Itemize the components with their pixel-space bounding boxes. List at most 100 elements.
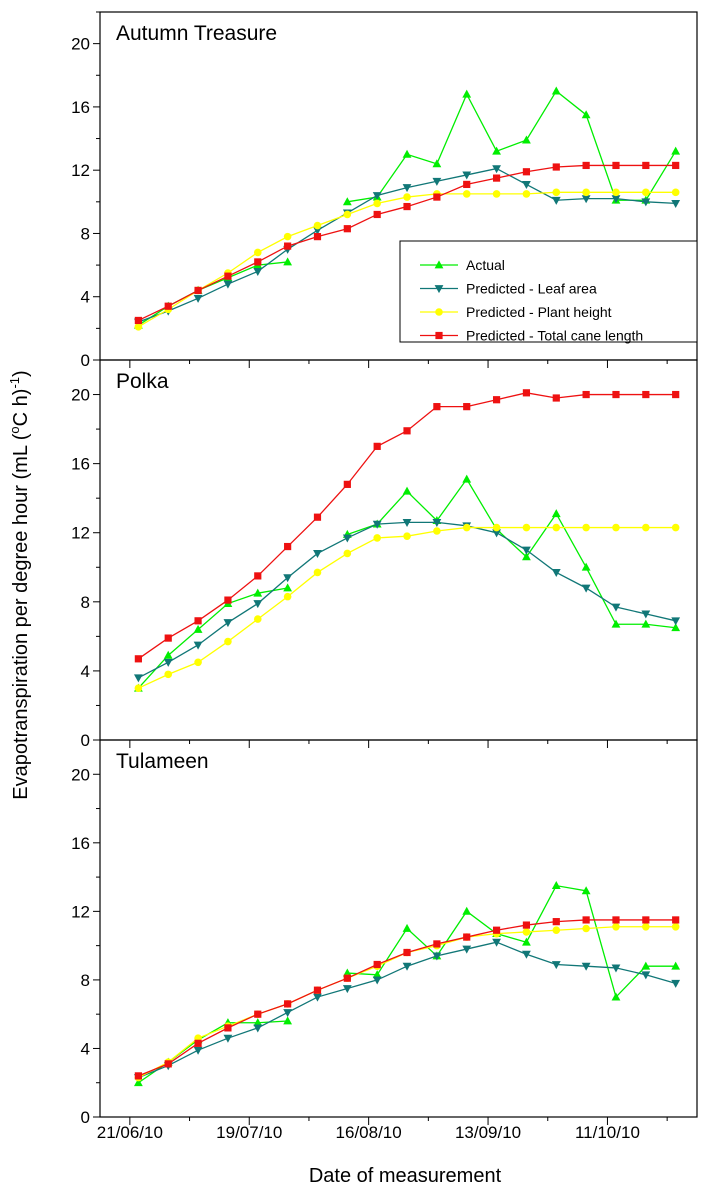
data-point xyxy=(433,940,441,948)
data-point xyxy=(223,280,233,289)
data-point xyxy=(164,634,172,642)
data-point xyxy=(642,390,650,399)
data-point xyxy=(283,232,292,241)
data-point xyxy=(223,619,233,628)
data-point xyxy=(522,523,531,532)
panel-1: Polka 0 4 8 12 16 20 xyxy=(71,359,698,750)
data-point xyxy=(492,529,501,538)
y-tick-label: 16 xyxy=(71,98,90,117)
data-point xyxy=(193,624,203,633)
panel-frame xyxy=(99,739,698,1118)
data-point xyxy=(671,523,680,532)
data-point xyxy=(163,650,173,659)
data-point xyxy=(313,226,322,235)
data-point xyxy=(462,171,472,180)
data-point xyxy=(284,542,292,551)
data-point xyxy=(492,174,501,182)
data-point xyxy=(581,962,591,971)
data-point xyxy=(672,161,680,170)
data-point xyxy=(612,188,620,197)
series-line xyxy=(138,941,676,1079)
data-point xyxy=(551,881,561,890)
x-tick-label: 21/06/10 xyxy=(97,1123,163,1142)
y-tick-label: 0 xyxy=(81,1108,90,1127)
data-point xyxy=(403,193,411,201)
x-tick-label: 16/08/10 xyxy=(336,1123,402,1142)
data-point xyxy=(551,569,561,578)
data-point xyxy=(133,674,143,683)
y-tick-label: 8 xyxy=(81,971,90,990)
data-point xyxy=(642,523,650,532)
y-tick-label: 20 xyxy=(71,35,90,54)
y-tick-label: 20 xyxy=(71,765,90,784)
y-tick-label: 12 xyxy=(71,161,90,180)
data-point xyxy=(433,403,441,411)
data-point xyxy=(134,655,142,663)
series-line xyxy=(138,526,676,689)
y-tick-label: 8 xyxy=(81,224,90,243)
data-point xyxy=(342,985,352,994)
data-point xyxy=(641,961,651,970)
data-point xyxy=(612,523,620,532)
x-tick-label: 11/10/10 xyxy=(575,1123,640,1142)
data-point xyxy=(284,1000,292,1008)
data-point xyxy=(552,188,561,197)
data-point xyxy=(492,523,501,532)
data-point xyxy=(402,923,412,932)
y-tick-label: 20 xyxy=(71,386,90,405)
data-point xyxy=(492,146,501,155)
data-point xyxy=(283,1009,293,1018)
data-point xyxy=(313,513,322,521)
data-point xyxy=(671,200,681,208)
data-point xyxy=(462,89,472,98)
data-point xyxy=(134,322,143,331)
data-point xyxy=(194,1039,202,1047)
x-tick-label: 13/09/10 xyxy=(455,1123,521,1142)
data-point xyxy=(343,480,351,488)
data-point xyxy=(492,190,501,198)
data-point xyxy=(373,442,381,450)
data-point xyxy=(253,1018,263,1027)
data-point xyxy=(671,188,680,197)
data-point xyxy=(432,952,442,961)
data-point xyxy=(522,937,531,946)
data-point xyxy=(254,572,262,580)
data-point xyxy=(671,617,681,626)
data-point xyxy=(581,110,591,119)
data-point xyxy=(492,926,501,934)
data-point xyxy=(194,658,202,667)
data-point xyxy=(582,924,590,933)
data-point xyxy=(372,970,382,979)
data-point xyxy=(134,1072,142,1080)
data-point xyxy=(342,968,352,977)
data-point xyxy=(612,390,620,399)
data-point xyxy=(224,272,232,280)
data-point xyxy=(403,427,411,435)
data-point xyxy=(283,583,293,592)
data-point xyxy=(581,886,591,895)
data-point xyxy=(164,302,172,310)
data-point xyxy=(313,986,322,994)
legend-marker xyxy=(434,285,444,294)
data-point xyxy=(373,199,381,208)
legend-label: Actual xyxy=(466,257,505,273)
data-point xyxy=(492,938,501,947)
data-point xyxy=(672,916,680,924)
data-point xyxy=(253,1024,263,1033)
data-point xyxy=(552,394,560,402)
data-point xyxy=(552,918,560,926)
legend-label: Predicted - Leaf area xyxy=(466,281,597,297)
data-point xyxy=(552,523,561,532)
data-point xyxy=(313,550,322,559)
data-point xyxy=(253,600,263,609)
data-point xyxy=(522,190,531,198)
data-point xyxy=(612,916,620,924)
data-point xyxy=(522,181,531,190)
series-line xyxy=(347,477,676,629)
data-point xyxy=(194,286,202,294)
legend-label: Predicted - Total cane length xyxy=(466,328,643,344)
data-point xyxy=(582,523,590,532)
data-point xyxy=(283,1016,293,1025)
data-point xyxy=(641,619,651,628)
data-point xyxy=(373,960,381,969)
